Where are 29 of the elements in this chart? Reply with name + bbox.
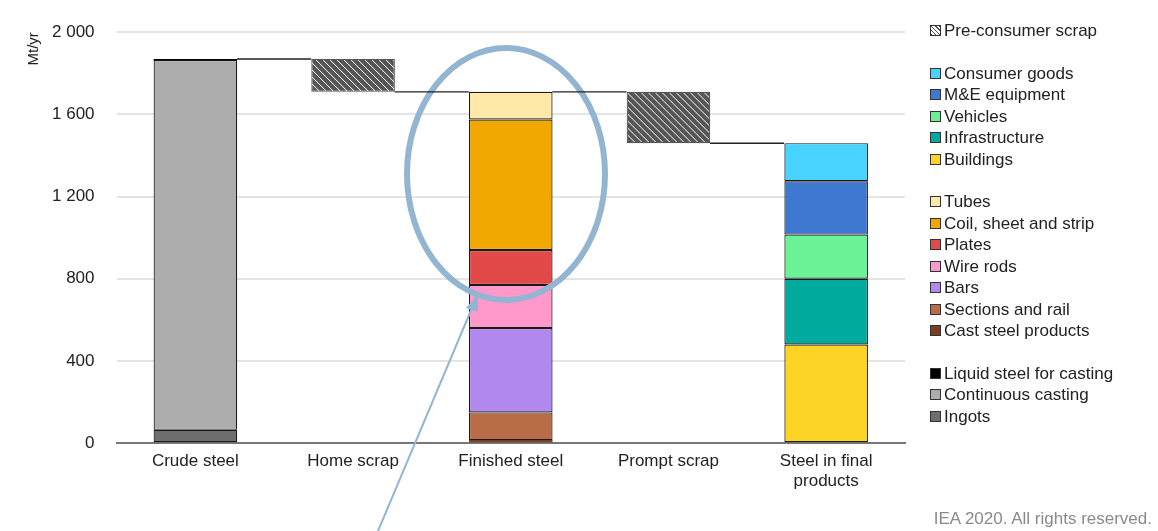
legend-label: Infrastructure — [944, 127, 1045, 149]
x-tick-label: Finished steel — [458, 451, 564, 471]
text: IEA 2020. All rights reserved. — [933, 509, 1152, 529]
legend-label: Wire rods — [944, 255, 1017, 277]
legend-label: Vehicles — [944, 105, 1008, 127]
y-tick-label: 400 — [66, 350, 95, 370]
legend-label: M&E equipment — [944, 84, 1065, 106]
legend-label: Plates — [944, 234, 992, 256]
x-tick-label: Crude steel — [151, 451, 239, 471]
legend-label: Bars — [944, 277, 979, 299]
y-tick-label: 1 200 — [51, 186, 95, 206]
legend-label: Cast steel products — [944, 320, 1090, 342]
y-tick-label: 1 600 — [51, 104, 95, 124]
legend-label: Consumer goods — [944, 62, 1074, 84]
y-tick-label: 0 — [85, 432, 95, 452]
legend-label: Ingots — [944, 405, 991, 427]
y-axis-title: Mt/yr — [24, 32, 42, 66]
y-tick-label: 800 — [66, 268, 95, 288]
x-tick-label: Home scrap — [307, 451, 399, 471]
legend-label: Tubes — [944, 191, 991, 213]
legend-label: Pre-consumer scrap — [944, 20, 1098, 42]
legend-label: Liquid steel for casting — [944, 362, 1114, 384]
x-tick-label: Prompt scrap — [617, 451, 720, 471]
y-tick-label: 2 000 — [51, 21, 95, 41]
legend-label: Continuous casting — [944, 384, 1089, 406]
legend-label: Sections and rail — [944, 298, 1070, 320]
legend-label: Coil, sheet and strip — [944, 212, 1095, 234]
x-tick-label: Steel in final products — [779, 451, 873, 491]
legend-label: Buildings — [944, 148, 1013, 170]
